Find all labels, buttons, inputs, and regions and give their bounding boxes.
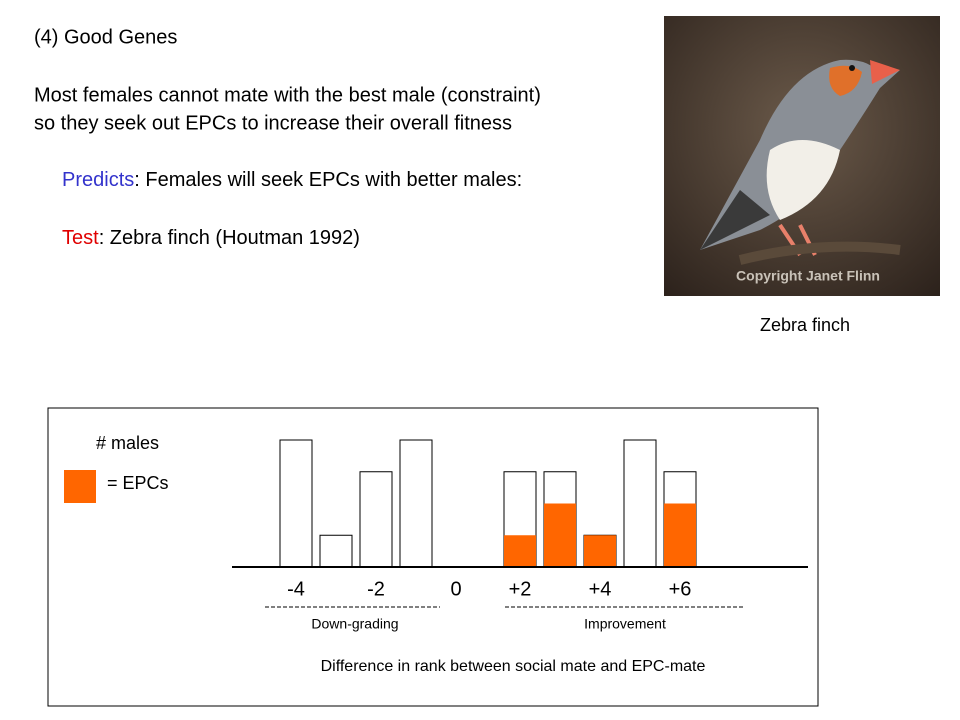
predicts-text: : Females will seek EPCs with better mal… — [134, 169, 522, 191]
group-label: Down-grading — [311, 616, 398, 632]
x-tick-label: +4 — [589, 578, 612, 600]
male-bar — [399, 439, 433, 568]
predicts-line: Predicts: Females will seek EPCs with be… — [62, 169, 522, 191]
body-line: so they seek out EPCs to increase their … — [34, 112, 512, 134]
epc-bar — [544, 503, 576, 567]
x-tick-label: +6 — [669, 578, 692, 600]
test-line: Test: Zebra finch (Houtman 1992) — [62, 227, 360, 249]
x-tick-label: -2 — [367, 578, 385, 600]
epc-bar — [504, 535, 536, 567]
heading: (4) Good Genes — [34, 26, 177, 48]
chart: -4 -2 0 +2 +4 +6 Down-grading Improvement Differ… — [64, 433, 808, 675]
x-tick-label: -4 — [287, 578, 305, 600]
male-bar — [623, 439, 657, 568]
legend-label: = EPCs — [107, 473, 169, 493]
body-line: Most females cannot mate with the best m… — [34, 84, 541, 106]
legend-label: # males — [96, 433, 159, 453]
x-tick-label: 0 — [450, 578, 461, 600]
watermark: Copyright Janet Flinn — [736, 268, 880, 284]
x-axis-label: Difference in rank between social mate a… — [321, 658, 706, 675]
image-caption: Zebra finch — [760, 315, 850, 335]
epc-bar — [584, 535, 616, 567]
x-tick-label: +2 — [509, 578, 532, 600]
male-bar — [319, 534, 353, 568]
male-bar — [359, 471, 393, 568]
test-label: Test — [62, 227, 99, 249]
legend-swatch — [64, 470, 96, 503]
photo: Copyright Janet Flinn — [664, 16, 940, 296]
test-text: : Zebra finch (Houtman 1992) — [99, 227, 360, 249]
group-label: Improvement — [584, 616, 666, 632]
chart-frame — [47, 407, 819, 707]
male-bar — [279, 439, 313, 568]
epc-bar — [664, 503, 696, 567]
predicts-label: Predicts — [62, 169, 134, 191]
